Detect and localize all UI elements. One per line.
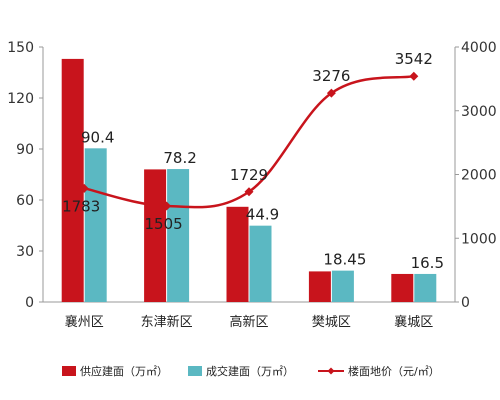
legend-swatch bbox=[62, 366, 76, 376]
price-marker bbox=[326, 88, 336, 98]
bar-transaction bbox=[414, 273, 437, 302]
bar-group bbox=[61, 58, 437, 303]
bar-supply bbox=[61, 58, 84, 303]
legend-label: 楼面地价（元/㎡） bbox=[348, 364, 440, 378]
right-axis: 0 1000 2000 3000 4000 bbox=[454, 40, 497, 311]
left-tick-label: 150 bbox=[7, 40, 34, 56]
category-label: 东津新区 bbox=[141, 314, 193, 330]
price-marker bbox=[244, 187, 254, 197]
price-marker bbox=[409, 71, 419, 81]
data-labels: 90.4 78.2 44.9 18.45 16.5 1783 1505 1729 3276 354… bbox=[62, 50, 444, 272]
price-value-label: 1505 bbox=[145, 215, 183, 233]
legend-swatch bbox=[188, 366, 202, 376]
legend-marker bbox=[327, 367, 335, 375]
right-tick-label: 1000 bbox=[461, 231, 497, 247]
bar-supply bbox=[144, 169, 167, 302]
left-tick-label: 60 bbox=[16, 193, 34, 209]
left-tick-label: 90 bbox=[16, 142, 34, 158]
right-tick-label: 2000 bbox=[461, 168, 497, 184]
bar-supply bbox=[391, 273, 414, 302]
transaction-value-label: 78.2 bbox=[163, 149, 196, 167]
bar-transaction bbox=[167, 169, 190, 302]
left-tick-label: 0 bbox=[25, 295, 34, 311]
transaction-value-label: 90.4 bbox=[81, 128, 114, 146]
right-tick-label: 4000 bbox=[461, 40, 497, 56]
left-tick-label: 30 bbox=[16, 244, 34, 260]
transaction-value-label: 44.9 bbox=[246, 206, 279, 224]
bar-transaction bbox=[249, 225, 272, 302]
category-label: 襄州区 bbox=[65, 314, 104, 330]
legend: 供应建面（万㎡） 成交建面（万㎡） 楼面地价（元/㎡） bbox=[62, 364, 440, 378]
left-axis: 0 30 60 90 120 150 bbox=[7, 40, 455, 311]
price-value-label: 1783 bbox=[62, 197, 100, 215]
bar-transaction bbox=[84, 148, 107, 302]
transaction-value-label: 18.45 bbox=[323, 251, 366, 269]
transaction-value-label: 16.5 bbox=[411, 254, 444, 272]
category-labels: 襄州区 东津新区 高新区 樊城区 襄城区 bbox=[65, 314, 434, 330]
price-value-label: 3276 bbox=[312, 67, 350, 85]
price-marker bbox=[162, 201, 172, 211]
category-label: 襄城区 bbox=[394, 314, 433, 330]
price-value-label: 1729 bbox=[230, 166, 268, 184]
right-tick-label: 3000 bbox=[461, 104, 497, 120]
bar-supply bbox=[226, 206, 249, 302]
legend-label: 成交建面（万㎡） bbox=[206, 364, 294, 378]
bar-supply bbox=[308, 271, 331, 302]
price-value-label: 3542 bbox=[395, 50, 433, 68]
price-marker bbox=[79, 183, 89, 193]
legend-label: 供应建面（万㎡） bbox=[80, 364, 168, 378]
category-label: 高新区 bbox=[229, 314, 268, 330]
category-label: 樊城区 bbox=[312, 315, 351, 330]
left-tick-label: 120 bbox=[7, 91, 34, 107]
line-series bbox=[79, 71, 419, 211]
right-tick-label: 0 bbox=[461, 295, 470, 311]
bar-transaction bbox=[331, 270, 354, 302]
